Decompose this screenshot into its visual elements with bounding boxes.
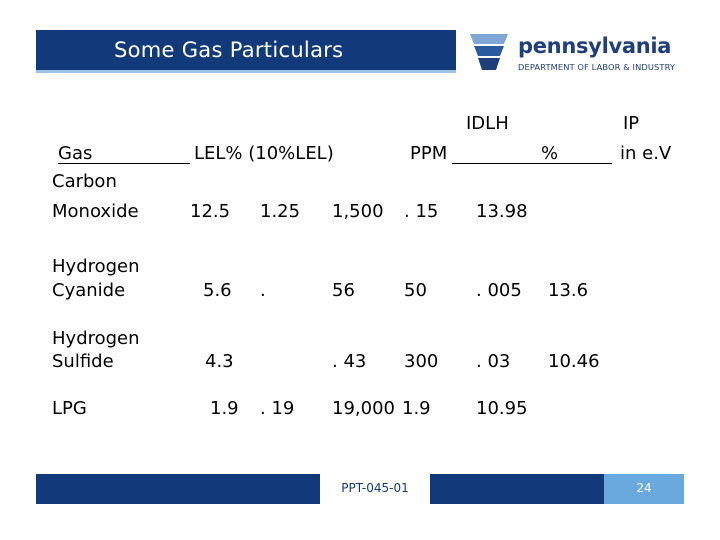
header-ip: IP (623, 113, 640, 134)
row-2-tenth-lel: . (260, 280, 266, 301)
row-1-lel: 12.5 (190, 201, 231, 222)
header-ppm: PPM (410, 143, 448, 164)
row-2-idlh: 50 (404, 280, 427, 301)
row-2-idlh-percent: . 005 (476, 280, 522, 301)
row-2-lel: 5.6 (203, 280, 232, 301)
row-4-tenth-lel: . 19 (260, 398, 295, 419)
keystone-icon (470, 34, 508, 70)
row-3-ppm: 300 (404, 351, 439, 372)
header-idlh: IDLH (466, 113, 509, 134)
header-ip-unit: in e.V (620, 143, 672, 164)
footer-bar: PPT-045-01 24 (36, 474, 684, 504)
pennsylvania-logo: pennsylvania DEPARTMENT OF LABOR & INDUS… (466, 30, 696, 74)
row-3-ip: 10.46 (548, 351, 600, 372)
row-4-ip: 10.95 (476, 398, 528, 419)
row-2-ppm: 56 (332, 280, 355, 301)
header-idlh-rule (452, 163, 612, 164)
logo-name: pennsylvania (518, 34, 672, 58)
row-3-gas-line-1: Hydrogen (52, 328, 140, 349)
header-gas-rule (58, 163, 190, 164)
row-4-gas-line-1: LPG (52, 398, 87, 419)
row-1-gas-line-2: Monoxide (52, 201, 139, 222)
page-number: 24 (636, 481, 652, 495)
header-gas: Gas (58, 143, 93, 164)
row-1-idlh: . 15 (404, 201, 439, 222)
row-3-tenth-lel: . 43 (332, 351, 367, 372)
row-4-idlh: 1.9 (402, 398, 431, 419)
footer-label: PPT-045-01 (341, 481, 409, 495)
row-1-tenth-lel: 1.25 (260, 201, 301, 222)
header-lel: LEL% (10%LEL) (194, 143, 334, 164)
header-idlh-percent: % (541, 143, 559, 164)
logo-tagline: DEPARTMENT OF LABOR & INDUSTRY (518, 62, 676, 72)
row-4-lel: 1.9 (210, 398, 239, 419)
row-4-ppm: 19,000 (332, 398, 395, 419)
page-number-box: 24 (604, 474, 684, 504)
row-1-ppm: 1,500 (332, 201, 384, 222)
slide-title: Some Gas Particulars (114, 38, 344, 62)
row-3-lel: 4.3 (205, 351, 234, 372)
footer-label-box: PPT-045-01 (320, 474, 430, 504)
row-1-gas-line-1: Carbon (52, 171, 117, 192)
row-2-gas-line-2: Cyanide (52, 280, 126, 301)
row-3-gas-line-2: Sulfide (52, 351, 114, 372)
row-1-ip: 13.98 (476, 201, 528, 222)
row-2-gas-line-1: Hydrogen (52, 256, 140, 277)
row-2-ip: 13.6 (548, 280, 589, 301)
title-bar: Some Gas Particulars (36, 30, 456, 73)
row-3-idlh: . 03 (476, 351, 511, 372)
